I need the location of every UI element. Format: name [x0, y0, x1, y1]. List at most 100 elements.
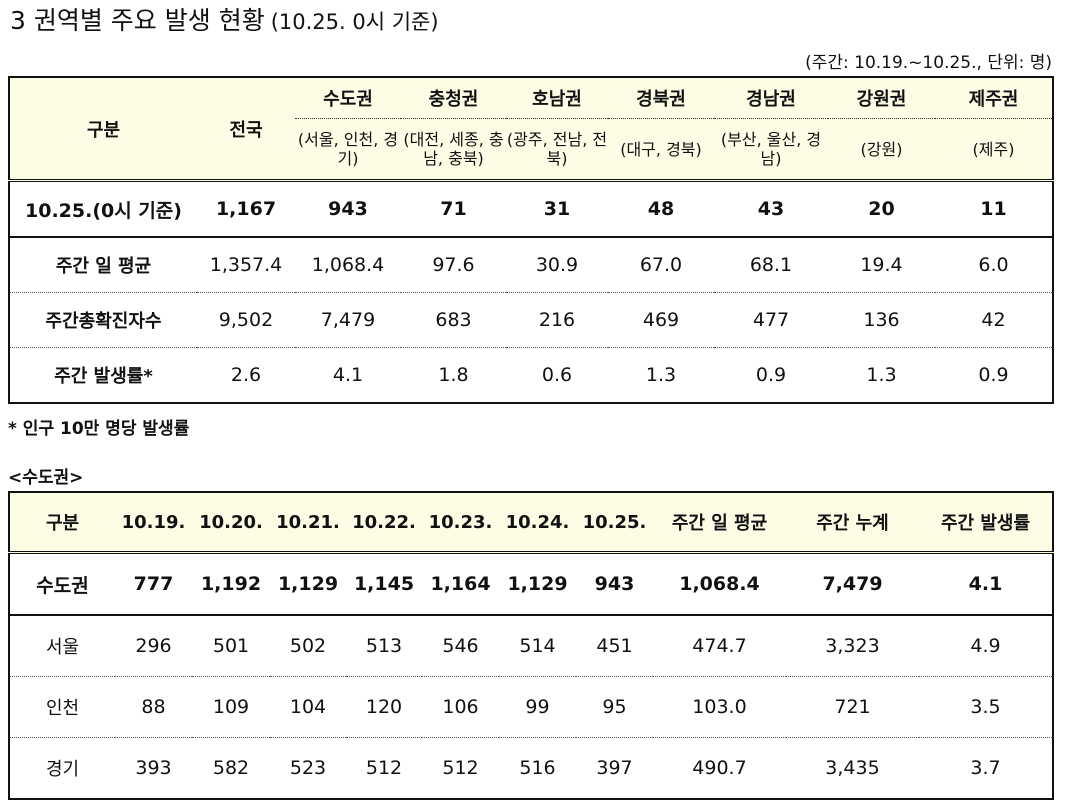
table-cell: 1,145	[346, 551, 422, 615]
title-sub: (10.25. 0시 기준)	[270, 10, 439, 34]
table-cell: 3,323	[786, 614, 919, 677]
region-detail: (대구, 경북)	[608, 118, 714, 181]
table-cell: 943	[295, 179, 401, 237]
table-cell: 477	[714, 292, 828, 348]
table-cell: 1,068.4	[295, 236, 401, 293]
table-cell: 1.3	[828, 347, 935, 403]
table-cell: 71	[401, 179, 506, 237]
column-header: 주간 발생률	[919, 492, 1053, 553]
table-cell: 451	[576, 614, 653, 677]
table-cell: 1,164	[422, 551, 499, 615]
table-cell: 68.1	[714, 236, 828, 293]
column-header: 주간 일 평균	[653, 492, 786, 553]
table-cell: 31	[506, 179, 608, 237]
table-cell: 4.1	[919, 551, 1053, 615]
table-row: 10.25.(0시 기준) 1,167 943 71 31 48 43 20 1…	[9, 179, 1053, 237]
title-main: 3 권역별 주요 발생 현황	[10, 6, 265, 35]
row-label: 10.25.(0시 기준)	[9, 179, 197, 237]
table-cell: 11	[935, 179, 1053, 237]
column-header: 10.24.	[499, 492, 576, 553]
table-cell: 943	[576, 551, 653, 615]
page-title: 3 권역별 주요 발생 현황 (10.25. 0시 기준)	[10, 4, 439, 38]
region-detail: (제주)	[935, 118, 1053, 181]
table-cell: 582	[192, 737, 270, 799]
table-cell: 1.8	[401, 347, 506, 403]
table-cell: 512	[346, 737, 422, 799]
table-cell: 9,502	[197, 292, 295, 348]
table-cell: 43	[714, 179, 828, 237]
table-cell: 393	[115, 737, 192, 799]
row-label: 주간 일 평균	[9, 236, 197, 293]
table-cell: 95	[576, 676, 653, 738]
table-cell: 109	[192, 676, 270, 738]
table-cell: 88	[115, 676, 192, 738]
header-region-gyeongbuk: 경북권	[608, 77, 714, 119]
table-cell: 1,129	[499, 551, 576, 615]
region-detail: (대전, 세종, 충남, 충북)	[401, 118, 506, 181]
header-region-gyeongnam: 경남권	[714, 77, 828, 119]
table-cell: 474.7	[653, 614, 786, 677]
table-cell: 546	[422, 614, 499, 677]
table-row: 서울 296 501 502 513 546 514 451 474.7 3,3…	[9, 614, 1053, 677]
table-cell: 4.1	[295, 347, 401, 403]
table-cell: 1.3	[608, 347, 714, 403]
unit-note: (주간: 10.19.~10.25., 단위: 명)	[805, 53, 1052, 73]
table-cell: 490.7	[653, 737, 786, 799]
row-label: 주간 발생률*	[9, 347, 197, 403]
table-cell: 513	[346, 614, 422, 677]
table-cell: 0.9	[935, 347, 1053, 403]
row-label: 인천	[9, 676, 115, 738]
table-cell: 103.0	[653, 676, 786, 738]
table-row: 주간총확진자수 9,502 7,479 683 216 469 477 136 …	[9, 292, 1053, 348]
regional-summary-table: 구분 전국 수도권 충청권 호남권 경북권 경남권 강원권 제주권 (서울, 인…	[8, 76, 1054, 404]
table-cell: 106	[422, 676, 499, 738]
header-national: 전국	[197, 77, 295, 181]
table-cell: 0.9	[714, 347, 828, 403]
column-header: 10.22.	[346, 492, 422, 553]
column-header: 10.19.	[115, 492, 192, 553]
capital-region-table: 구분 10.19. 10.20. 10.21. 10.22. 10.23. 10…	[8, 491, 1054, 800]
table-cell: 502	[270, 614, 346, 677]
column-header: 10.21.	[270, 492, 346, 553]
table-cell: 30.9	[506, 236, 608, 293]
table-cell: 1,357.4	[197, 236, 295, 293]
table-cell: 469	[608, 292, 714, 348]
region-detail: (부산, 울산, 경남)	[714, 118, 828, 181]
section-label: <수도권>	[8, 468, 84, 488]
table-cell: 777	[115, 551, 192, 615]
table-row: 인천 88 109 104 120 106 99 95 103.0 721 3.…	[9, 676, 1053, 738]
table-cell: 3.7	[919, 737, 1053, 799]
table-cell: 501	[192, 614, 270, 677]
table-cell: 6.0	[935, 236, 1053, 293]
header-region-gangwon: 강원권	[828, 77, 935, 119]
table-cell: 104	[270, 676, 346, 738]
header-region-honam: 호남권	[506, 77, 608, 119]
table-row: 수도권 777 1,192 1,129 1,145 1,164 1,129 94…	[9, 551, 1053, 615]
table-cell: 7,479	[295, 292, 401, 348]
table-cell: 296	[115, 614, 192, 677]
table-cell: 1,167	[197, 179, 295, 237]
column-header: 10.23.	[422, 492, 499, 553]
table-cell: 4.9	[919, 614, 1053, 677]
row-label: 경기	[9, 737, 115, 799]
table-cell: 523	[270, 737, 346, 799]
region-detail: (서울, 인천, 경기)	[295, 118, 401, 181]
table-cell: 3.5	[919, 676, 1053, 738]
table-cell: 2.6	[197, 347, 295, 403]
table-row: 주간 발생률* 2.6 4.1 1.8 0.6 1.3 0.9 1.3 0.9	[9, 347, 1053, 403]
table-cell: 397	[576, 737, 653, 799]
header-category: 구분	[9, 77, 197, 181]
header-region-sudo: 수도권	[295, 77, 401, 119]
row-label: 수도권	[9, 551, 115, 615]
column-header: 주간 누계	[786, 492, 919, 553]
column-header: 10.25.	[576, 492, 653, 553]
table-header-row: 구분 10.19. 10.20. 10.21. 10.22. 10.23. 10…	[9, 492, 1053, 553]
table-cell: 514	[499, 614, 576, 677]
region-detail: (강원)	[828, 118, 935, 181]
table-cell: 136	[828, 292, 935, 348]
row-label: 주간총확진자수	[9, 292, 197, 348]
table-cell: 721	[786, 676, 919, 738]
table-cell: 683	[401, 292, 506, 348]
footnote: * 인구 10만 명당 발생률	[8, 419, 190, 439]
table-cell: 7,479	[786, 551, 919, 615]
